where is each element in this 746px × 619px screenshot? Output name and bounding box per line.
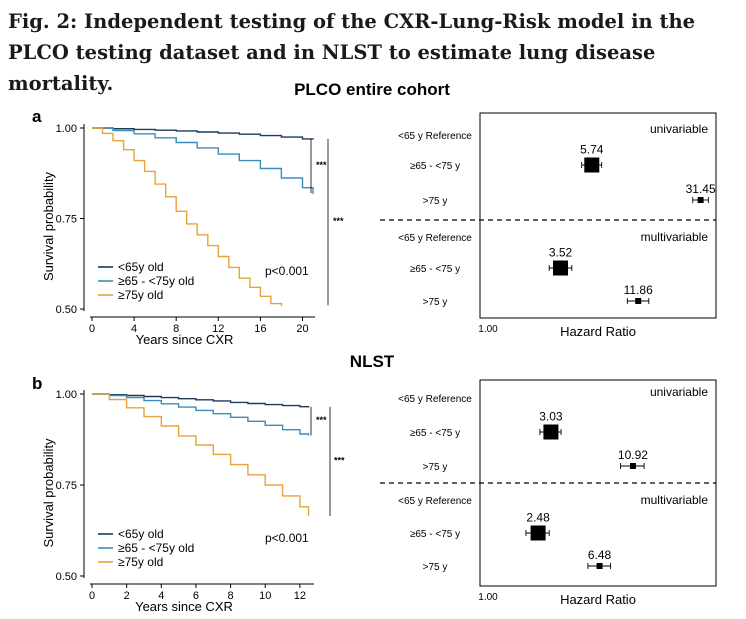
legend-entry: ≥75y old	[118, 555, 163, 569]
forest-row-label: ≥65 - <75 y	[410, 161, 460, 172]
significance-label: ***	[316, 160, 327, 170]
forest-plot-b: 1.00 Hazard Ratio univariable <65 y Referen…	[380, 379, 717, 607]
panel-b-heading: NLST	[350, 352, 395, 371]
hazard-ratio-label: 31.45	[686, 182, 716, 196]
forest-row-label: >75 y	[423, 562, 448, 573]
x-tick-label: 10	[259, 590, 271, 602]
y-tick-label: 1.00	[56, 123, 77, 135]
y-tick-label: 0.50	[56, 304, 77, 316]
y-axis-label: Survival probability	[41, 438, 56, 548]
forest-row-label: ≥65 - <75 y	[410, 529, 460, 540]
forest-row-label: >75 y	[423, 196, 448, 207]
km-plot-b: 0.50 0.75 1.00 0 2 4 6 8 10 12 Years since CXR Surv…	[41, 389, 345, 614]
hazard-ratio-marker	[697, 197, 704, 203]
forest-row-label: <65 y Reference	[398, 233, 472, 244]
panel-a-letter: a	[32, 107, 42, 126]
survival-curve-series-1	[92, 393, 310, 408]
x-tick-label: 16	[254, 323, 266, 335]
x-tick-label: 1.00	[478, 324, 498, 335]
legend-entry: ≥65 - <75y old	[118, 541, 194, 555]
hazard-ratio-marker	[596, 563, 603, 569]
significance-label: ***	[334, 455, 345, 465]
forest-row-label: <65 y Reference	[398, 394, 472, 405]
x-tick-label: 12	[294, 590, 306, 602]
y-tick-label: 1.00	[56, 389, 77, 401]
significance-label: ***	[316, 415, 327, 425]
x-tick-label: 8	[228, 590, 234, 602]
survival-curve-series-2	[92, 127, 314, 194]
panel-a-heading: PLCO entire cohort	[294, 80, 450, 99]
forest-row-label: <65 y Reference	[398, 496, 472, 507]
hazard-ratio-label: 2.48	[526, 511, 550, 525]
survival-curve-series-3	[92, 127, 283, 307]
panel-b-letter: b	[32, 374, 42, 393]
hazard-ratio-label: 11.86	[624, 283, 653, 297]
y-tick-label: 0.50	[56, 571, 77, 583]
x-axis-label: Hazard Ratio	[560, 324, 636, 339]
forest-row-label: >75 y	[423, 297, 448, 308]
km-plot-a: 0.50 0.75 1.00 0 4 8 12 16 20 Years since CXR Surv…	[41, 123, 344, 347]
x-axis-label: Years since CXR	[135, 599, 233, 614]
legend-entry: ≥75y old	[118, 288, 163, 302]
x-tick-label: 20	[296, 323, 308, 335]
hazard-ratio-marker	[530, 525, 546, 541]
survival-curve-series-3	[92, 393, 310, 516]
hazard-ratio-marker	[635, 298, 642, 304]
significance-label: ***	[333, 216, 344, 226]
hazard-ratio-marker	[543, 424, 559, 440]
legend-entry: <65y old	[118, 260, 164, 274]
forest-row-label: <65 y Reference	[398, 131, 472, 142]
forest-plot-a: 1.00 Hazard Ratio univariable <65 y Referen…	[380, 112, 717, 339]
x-tick-label: 8	[173, 323, 179, 335]
hazard-ratio-label: 10.92	[618, 448, 648, 462]
x-tick-label: 0	[89, 323, 95, 335]
x-tick-label: 0	[89, 590, 95, 602]
x-tick-label: 4	[158, 590, 164, 602]
section-label: multivariable	[641, 493, 709, 507]
section-label: multivariable	[641, 230, 709, 244]
y-axis-label: Survival probability	[41, 171, 56, 281]
hazard-ratio-label: 5.74	[580, 143, 604, 157]
x-tick-label: 12	[212, 323, 224, 335]
p-value-annotation: p<0.001	[265, 264, 309, 278]
p-value-annotation: p<0.001	[265, 531, 309, 545]
forest-row-label: >75 y	[423, 462, 448, 473]
y-tick-label: 0.75	[56, 480, 77, 492]
forest-plot-frame	[479, 112, 717, 319]
x-tick-label: 1.00	[478, 592, 498, 603]
x-axis-label: Years since CXR	[136, 332, 234, 347]
hazard-ratio-marker	[629, 463, 636, 469]
section-label: univariable	[650, 122, 708, 136]
survival-curve-series-1	[92, 127, 314, 140]
hazard-ratio-label: 3.03	[539, 410, 563, 424]
survival-curve-series-2	[92, 393, 310, 436]
x-tick-label: 2	[124, 590, 130, 602]
forest-row-label: ≥65 - <75 y	[410, 264, 460, 275]
section-label: univariable	[650, 385, 708, 399]
forest-row-label: ≥65 - <75 y	[410, 428, 460, 439]
y-tick-label: 0.75	[56, 214, 77, 226]
hazard-ratio-label: 6.48	[588, 548, 612, 562]
legend-entry: ≥65 - <75y old	[118, 274, 194, 288]
hazard-ratio-marker	[553, 260, 569, 276]
x-tick-label: 4	[131, 323, 137, 335]
legend-entry: <65y old	[118, 527, 164, 541]
hazard-ratio-marker	[584, 157, 600, 173]
x-axis-label: Hazard Ratio	[560, 592, 636, 607]
x-tick-label: 6	[193, 590, 199, 602]
figure-caption: Fig. 2: Independent testing of the CXR-L…	[8, 10, 696, 95]
hazard-ratio-label: 3.52	[549, 246, 573, 260]
